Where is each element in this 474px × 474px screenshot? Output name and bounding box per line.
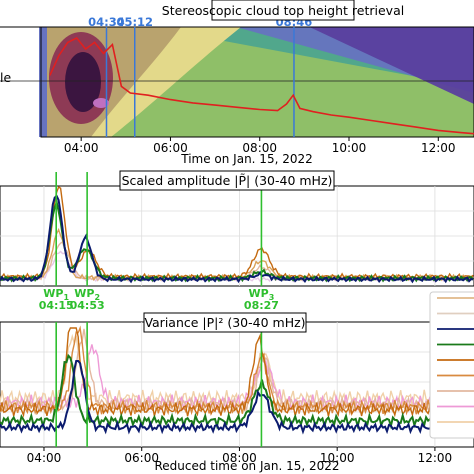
- variance-xlabel: Reduced time on Jan. 15, 2022: [154, 459, 339, 473]
- variance-tick-label-1: 06:00: [124, 451, 159, 465]
- wave-packet-name-1: WP2: [74, 287, 100, 302]
- heatmap-left-strip: [39, 27, 47, 137]
- cloud-top-heatmap: [39, 27, 474, 137]
- panel-scaled-amplitude: Scaled amplitude |P̃| (30-40 mHz) WP104:…: [0, 170, 474, 312]
- heatmap-core-spot: [93, 98, 109, 108]
- wave-packet-subscript-1: 2: [94, 293, 100, 302]
- heatmap-title-box: [211, 0, 355, 21]
- time-marker-label-1: 05:12: [116, 15, 153, 29]
- heatmap-frame: [40, 26, 474, 138]
- heatmap-x-ticks: 04:00 06:00 08:00 10:00 12:00: [64, 137, 456, 155]
- heatmap-title: Stereoscopic cloud top height retrieval: [162, 3, 404, 18]
- variance-tick-label-3: 10:00: [320, 451, 355, 465]
- variance-legend: [429, 291, 474, 439]
- amplitude-title-box: [119, 170, 335, 191]
- heatmap-xlabel: Time on Jan. 15, 2022: [180, 152, 313, 166]
- variance-title-box: [143, 312, 307, 333]
- wave-packet-name-2: WP3: [249, 287, 275, 302]
- amplitude-title: Scaled amplitude |P̃| (30-40 mHz): [122, 173, 333, 188]
- wave-packet-name-0: WP1: [43, 287, 69, 302]
- heatmap-core-inner: [65, 52, 101, 112]
- wave-packet-time-2: 08:27: [244, 299, 279, 312]
- variance-title: Variance |P|² (30-40 mHz): [144, 315, 305, 330]
- cloud-top-height-line: [49, 36, 474, 135]
- heatmap-ylabel-fragment: le: [0, 70, 11, 85]
- variance-series-line-3: [0, 325, 474, 416]
- heatmap-tick-label-4: 12:00: [421, 141, 456, 155]
- heatmap-tick-label-0: 04:00: [64, 141, 99, 155]
- variance-tick-label-4: 12:00: [418, 451, 453, 465]
- heatmap-tick-label-2: 08:00: [242, 141, 277, 155]
- variance-tick-label-2: 08:00: [222, 451, 257, 465]
- time-marker-label-0: 04:34: [88, 15, 125, 29]
- wave-packet-subscript-0: 1: [64, 293, 70, 302]
- panel-variance: Variance |P|² (30-40 mHz) 04:00 06:00 08:0…: [0, 291, 474, 473]
- heatmap-tick-label-3: 10:00: [332, 141, 367, 155]
- variance-series-line-4: [0, 327, 474, 418]
- heatmap-band-2: [309, 27, 474, 104]
- wave-packet-subscript-2: 3: [269, 293, 275, 302]
- variance-series-line-5: [0, 353, 474, 430]
- variance-series: [0, 325, 474, 435]
- wave-packet-time-1: 04:53: [70, 299, 105, 312]
- amplitude-wave-packet-lines: [55, 172, 263, 286]
- amplitude-series-line-5: [0, 194, 474, 284]
- amplitude-series: [0, 186, 474, 284]
- variance-wave-packet-lines: [55, 322, 263, 447]
- amplitude-grid: [0, 186, 474, 286]
- variance-series-line-6: [0, 360, 474, 435]
- heatmap-tick-label-1: 06:00: [153, 141, 188, 155]
- variance-tick-label-0: 04:00: [27, 451, 62, 465]
- variance-x-ticks: 04:00 06:00 08:00 10:00 12:00: [27, 447, 453, 465]
- wave-packet-time-0: 04:15: [39, 299, 74, 312]
